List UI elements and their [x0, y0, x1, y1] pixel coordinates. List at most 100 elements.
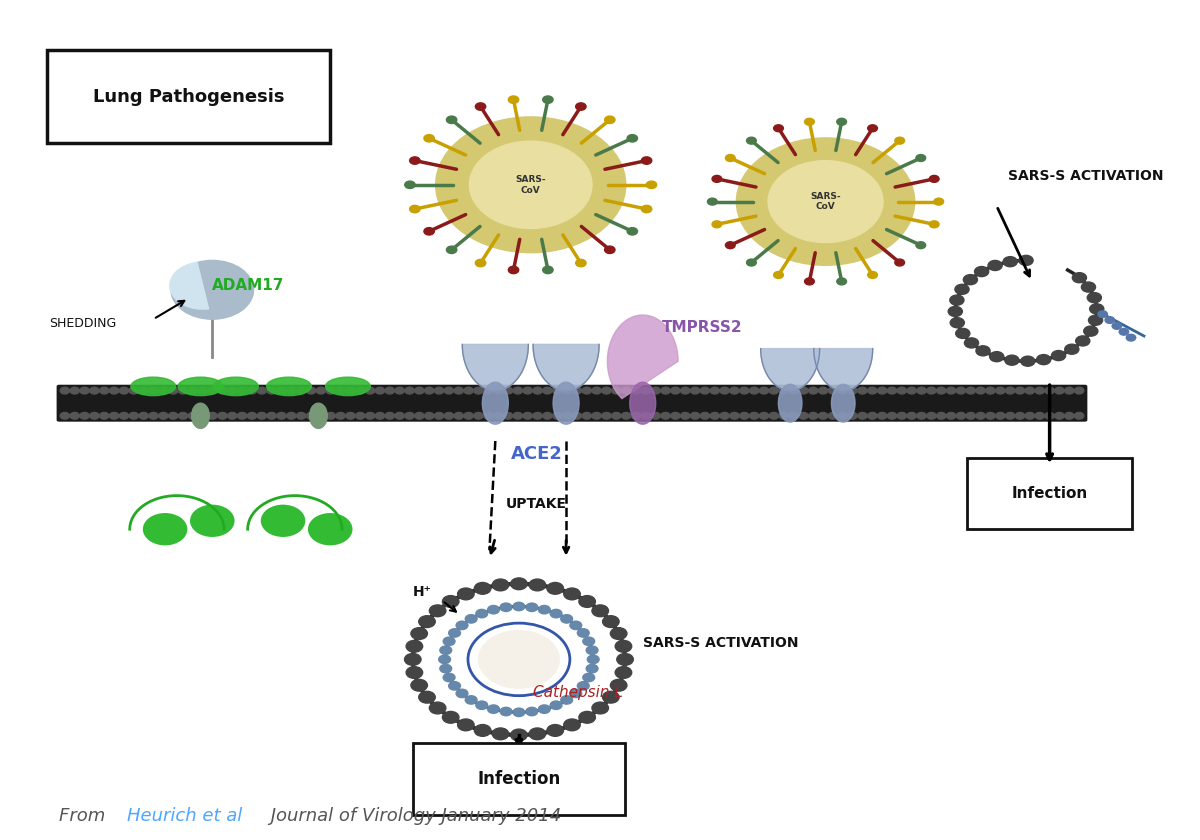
Circle shape — [1120, 328, 1129, 335]
Circle shape — [917, 387, 926, 394]
Circle shape — [550, 701, 562, 710]
Circle shape — [1081, 282, 1096, 292]
Circle shape — [466, 615, 478, 623]
Circle shape — [1064, 387, 1074, 394]
Circle shape — [578, 711, 595, 723]
Circle shape — [838, 412, 847, 419]
Circle shape — [602, 616, 619, 627]
Ellipse shape — [779, 385, 802, 422]
Circle shape — [877, 412, 887, 419]
Circle shape — [612, 387, 622, 394]
Circle shape — [611, 627, 626, 639]
Circle shape — [208, 412, 217, 419]
Circle shape — [326, 412, 336, 419]
Circle shape — [990, 352, 1003, 362]
Circle shape — [858, 412, 868, 419]
Circle shape — [809, 412, 818, 419]
Circle shape — [690, 412, 700, 419]
Circle shape — [415, 387, 424, 394]
Wedge shape — [170, 262, 209, 309]
Circle shape — [514, 412, 522, 419]
Circle shape — [526, 707, 538, 716]
Circle shape — [158, 412, 168, 419]
Circle shape — [109, 412, 119, 419]
Circle shape — [572, 387, 582, 394]
Ellipse shape — [832, 385, 856, 422]
Circle shape — [437, 118, 625, 252]
Circle shape — [503, 412, 512, 419]
Text: Infection: Infection — [1012, 486, 1087, 501]
Circle shape — [774, 125, 784, 132]
Circle shape — [526, 603, 538, 612]
Text: TMPRSS2: TMPRSS2 — [661, 320, 742, 335]
Circle shape — [475, 102, 486, 110]
Circle shape — [130, 412, 138, 419]
Circle shape — [996, 412, 1006, 419]
Circle shape — [708, 198, 718, 205]
Circle shape — [446, 116, 457, 123]
Circle shape — [410, 680, 427, 691]
Circle shape — [217, 412, 227, 419]
Circle shape — [149, 387, 158, 394]
Circle shape — [168, 387, 178, 394]
Circle shape — [1112, 323, 1122, 329]
Text: ADAM17: ADAM17 — [211, 278, 284, 293]
Circle shape — [419, 691, 436, 703]
Circle shape — [287, 412, 296, 419]
Circle shape — [769, 412, 779, 419]
Circle shape — [898, 412, 906, 419]
Text: SARS-
CoV: SARS- CoV — [810, 192, 841, 212]
Circle shape — [80, 412, 89, 419]
Circle shape — [523, 387, 533, 394]
Circle shape — [726, 155, 736, 161]
Circle shape — [934, 198, 943, 205]
Circle shape — [631, 387, 641, 394]
Text: Cathepsin L: Cathepsin L — [533, 685, 623, 701]
Circle shape — [956, 387, 966, 394]
FancyBboxPatch shape — [967, 458, 1132, 529]
Circle shape — [586, 664, 598, 673]
Circle shape — [563, 412, 571, 419]
Circle shape — [336, 412, 346, 419]
Circle shape — [926, 412, 936, 419]
Circle shape — [868, 412, 877, 419]
Circle shape — [100, 412, 109, 419]
Circle shape — [788, 412, 798, 419]
Circle shape — [406, 667, 422, 679]
Circle shape — [493, 412, 503, 419]
Circle shape — [601, 387, 611, 394]
Circle shape — [238, 387, 247, 394]
Circle shape — [542, 96, 553, 103]
Circle shape — [612, 412, 622, 419]
Circle shape — [552, 412, 562, 419]
Circle shape — [964, 275, 978, 285]
Circle shape — [266, 412, 276, 419]
Circle shape — [500, 603, 512, 612]
Circle shape — [424, 228, 434, 235]
Circle shape — [277, 412, 287, 419]
Circle shape — [266, 387, 276, 394]
Polygon shape — [761, 349, 820, 391]
Circle shape — [542, 412, 552, 419]
Circle shape — [577, 682, 589, 690]
Circle shape — [868, 271, 877, 278]
Circle shape — [1025, 412, 1034, 419]
Circle shape — [511, 729, 527, 741]
Circle shape — [848, 387, 857, 394]
Circle shape — [60, 412, 70, 419]
Circle shape — [760, 387, 769, 394]
Circle shape — [346, 387, 355, 394]
Circle shape — [1055, 412, 1064, 419]
Circle shape — [474, 725, 491, 737]
Circle shape — [628, 134, 637, 142]
Circle shape — [514, 602, 524, 611]
Circle shape — [583, 674, 595, 682]
Circle shape — [617, 654, 634, 665]
Circle shape — [70, 412, 79, 419]
Circle shape — [641, 205, 652, 213]
Circle shape — [739, 412, 749, 419]
Text: From: From — [59, 807, 110, 825]
Circle shape — [611, 680, 626, 691]
Circle shape — [929, 176, 940, 182]
Circle shape — [404, 412, 414, 419]
